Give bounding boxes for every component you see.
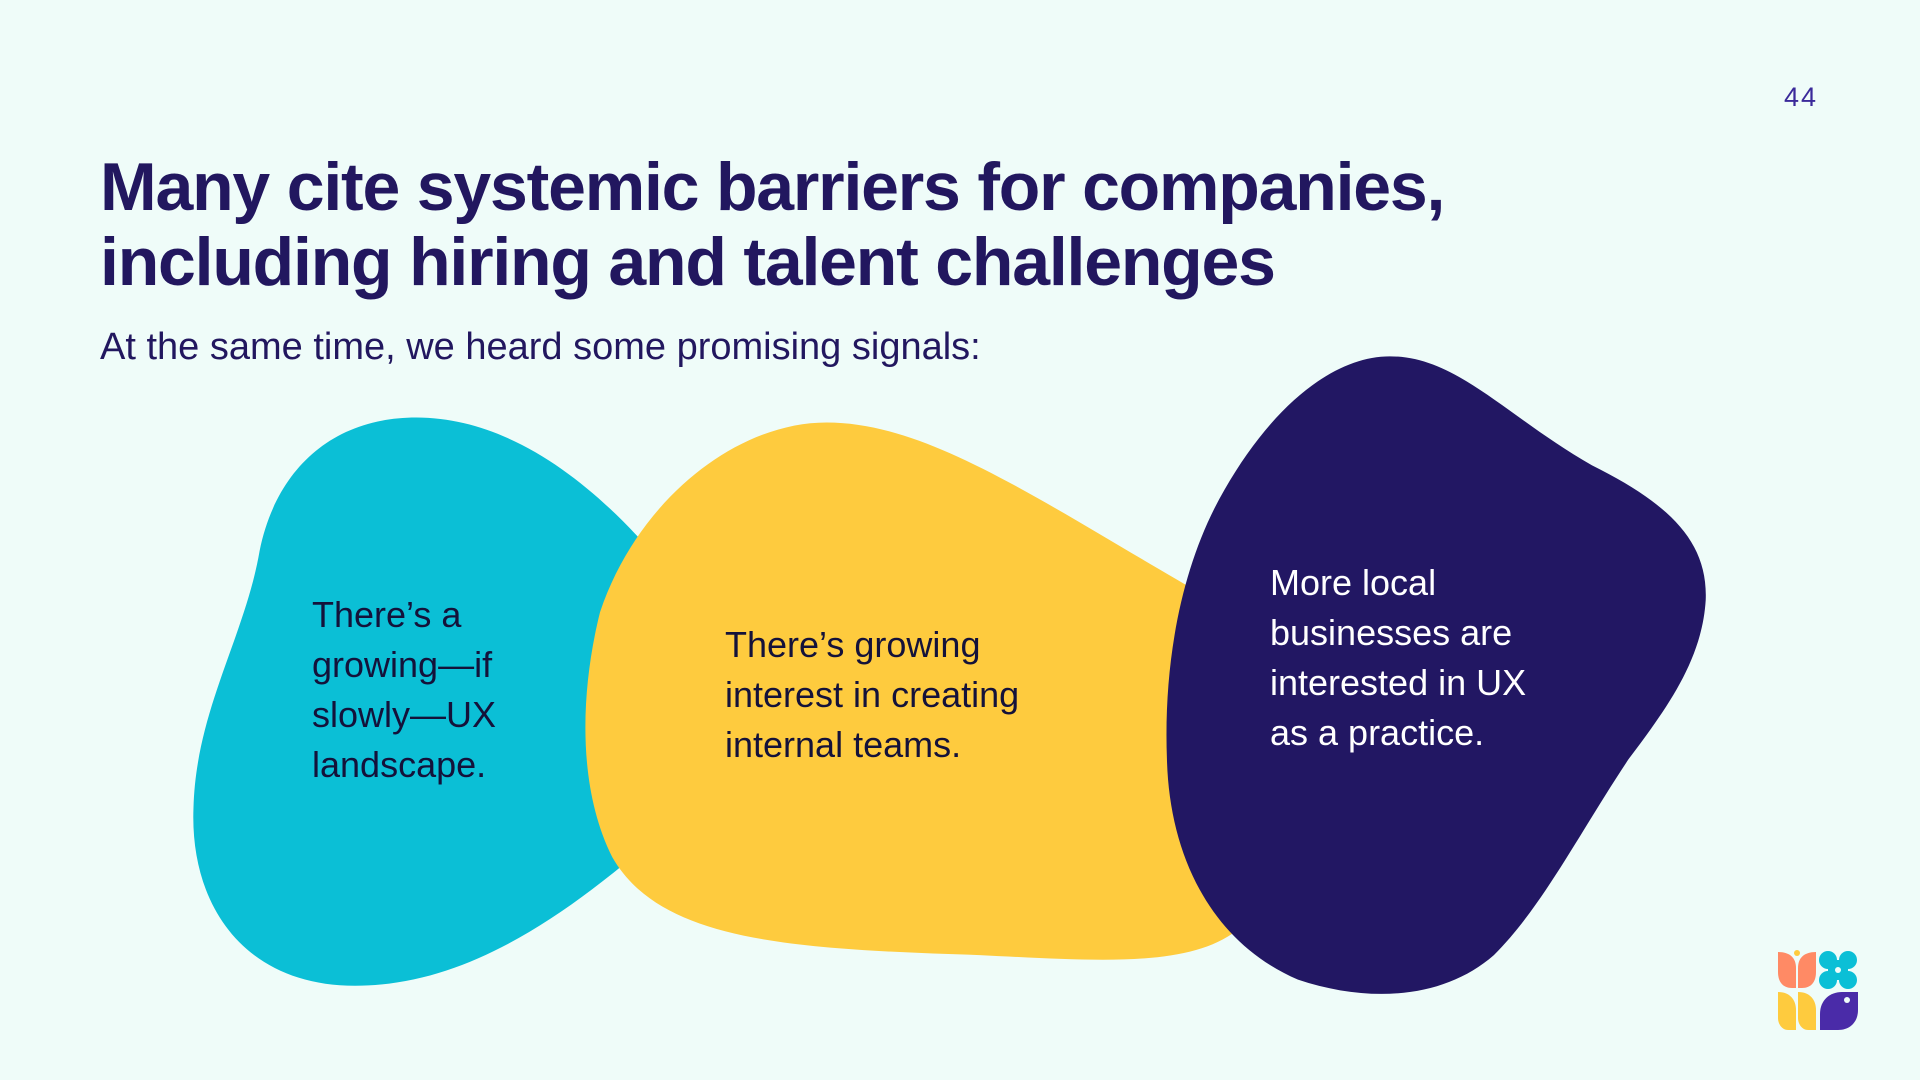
page-number: 44: [1783, 82, 1818, 112]
signal-1-line: growing—if: [312, 644, 493, 685]
signal-1-line: slowly—UX: [312, 694, 497, 735]
signal-1-line: There’s a: [312, 594, 462, 635]
signal-3-line: More local: [1270, 562, 1437, 603]
signal-3-line: as a practice.: [1270, 712, 1485, 753]
signal-2-line: There’s growing: [725, 624, 981, 665]
signal-1-line: landscape.: [312, 744, 487, 785]
title-line-1: Many cite systemic barriers for companie…: [100, 149, 1445, 225]
signal-text-2: There’s growing interest in creating int…: [725, 620, 1019, 770]
signal-3-line: interested in UX: [1270, 662, 1527, 703]
page-title: Many cite systemic barriers for companie…: [100, 149, 1445, 300]
cyan-blob: [193, 417, 662, 986]
signal-2-line: interest in creating: [725, 674, 1020, 715]
signal-text-1: There’s a growing—if slowly—UX landscape…: [312, 590, 496, 790]
yellow-blob: [585, 422, 1237, 960]
navy-blob: [1166, 356, 1706, 994]
subtitle: At the same time, we heard some promisin…: [100, 326, 981, 368]
signal-3-line: businesses are: [1270, 612, 1513, 653]
title-line-2: including hiring and talent challenges: [100, 224, 1276, 300]
signal-text-3: More local businesses are interested in …: [1270, 558, 1526, 758]
signal-2-line: internal teams.: [725, 724, 962, 765]
uxnz-logo-icon: [1778, 950, 1858, 1030]
